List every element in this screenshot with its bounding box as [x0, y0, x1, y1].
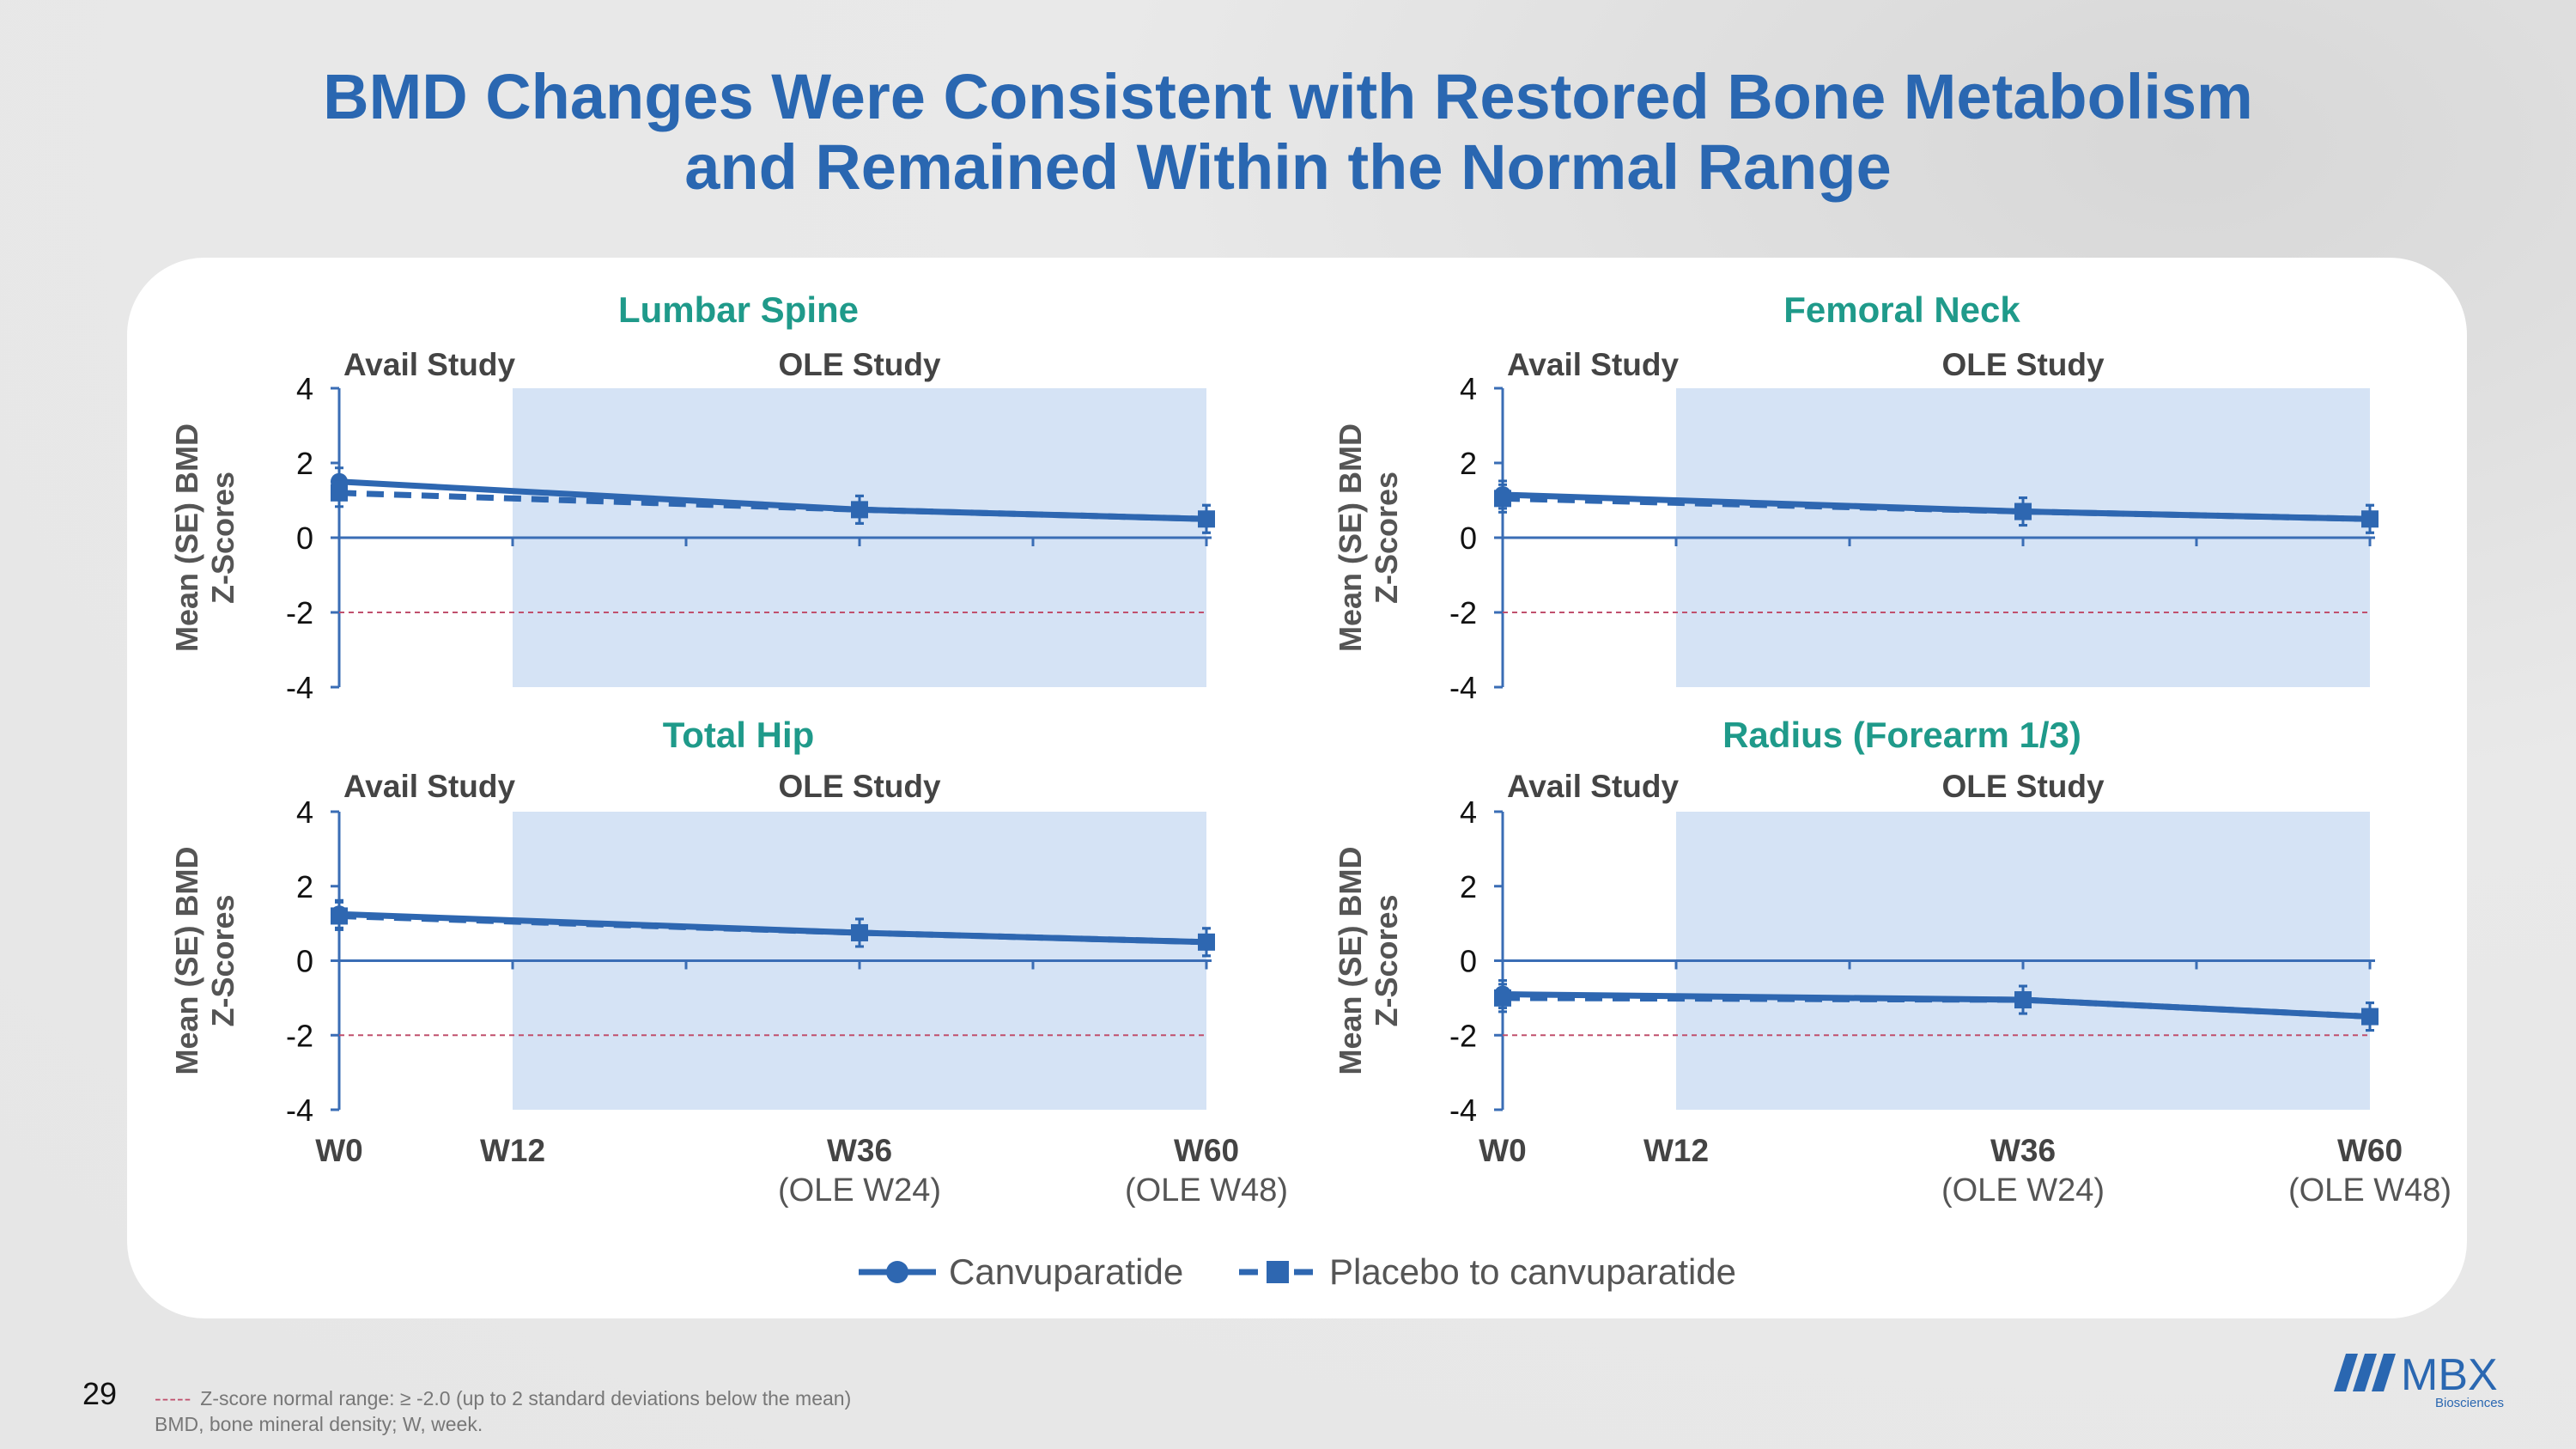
data-point-placebo [2014, 991, 2032, 1009]
region-label-ole: OLE Study [1941, 769, 2105, 804]
panel-title: Radius (Forearm 1/3) [1722, 715, 2081, 755]
title-line-1: BMD Changes Were Consistent with Restore… [323, 61, 2253, 132]
region-label-avail: Avail Study [343, 769, 516, 804]
chart-panel-3: Total Hip Avail Study OLE Study 4 2 0 -2 -4 Mean… [169, 715, 1288, 1209]
y-tick-label: -2 [286, 595, 313, 630]
y-tick-label: 0 [296, 521, 313, 556]
y-axis-title-line-2: Z-Scores [205, 894, 240, 1026]
data-point-placebo [331, 484, 348, 502]
data-point-placebo [2014, 502, 2032, 521]
x-tick-label: W36 [827, 1133, 892, 1168]
y-axis-title-line-2: Z-Scores [205, 472, 240, 604]
legend-marker-canvuparatide [886, 1261, 908, 1283]
legend-marker-placebo [1267, 1261, 1289, 1283]
data-point-placebo [1198, 933, 1215, 951]
x-tick-sublabel: (OLE W48) [1125, 1172, 1288, 1209]
panel-title: Lumbar Spine [618, 289, 859, 330]
x-tick-label: W12 [480, 1133, 545, 1168]
y-axis-title-line-1: Mean (SE) BMD [1333, 423, 1368, 652]
series-line-placebo [1502, 995, 2371, 1020]
data-point-placebo [851, 501, 868, 519]
region-label-ole: OLE Study [1941, 347, 2105, 382]
title-line-2: and Remained Within the Normal Range [684, 131, 1892, 203]
y-tick-label: 4 [1460, 795, 1477, 830]
chart-panel-4: Radius (Forearm 1/3) Avail Study OLE Study… [1333, 715, 2451, 1209]
legend: Canvuparatide Placebo to canvuparatide [859, 1251, 1736, 1292]
series-line-placebo [338, 912, 1207, 946]
x-tick-label: W0 [1479, 1133, 1527, 1168]
footnote-line-2: BMD, bone mineral density; W, week. [155, 1413, 483, 1435]
mbx-logo: MBX Biosciences [2334, 1350, 2504, 1410]
data-point-placebo [851, 923, 868, 941]
y-axis-title: Mean (SE) BMD Z-Scores [1333, 423, 1404, 652]
region-label-avail: Avail Study [1507, 347, 1680, 382]
logo-stripe-3 [2372, 1354, 2396, 1391]
y-tick-label: -4 [1449, 1093, 1477, 1128]
footnote: ----- Z-score normal range: ≥ -2.0 (up to… [155, 1385, 851, 1437]
y-tick-label: -2 [286, 1018, 313, 1053]
y-tick-label: 0 [1460, 521, 1477, 556]
y-tick-label: -4 [286, 670, 313, 705]
y-tick-label: -4 [1449, 670, 1477, 705]
chart-panel-1: Lumbar Spine Avail Study OLE Study 4 2 0 -2 -4 M… [169, 289, 1215, 705]
x-tick-sublabel: (OLE W24) [1941, 1172, 2105, 1209]
y-axis-title-line-1: Mean (SE) BMD [1333, 846, 1368, 1075]
footnote-normal-range: ----- Z-score normal range: ≥ -2.0 (up to… [155, 1385, 851, 1411]
y-tick-label: 4 [1460, 371, 1477, 406]
logo-stripe-2 [2353, 1354, 2377, 1391]
x-tick-label: W36 [1990, 1133, 2056, 1168]
panel-title: Femoral Neck [1783, 289, 2020, 330]
chart-panel-2: Femoral Neck Avail Study OLE Study 4 2 0 -2 -4 M… [1333, 289, 2379, 705]
x-tick-sublabel: (OLE W48) [2288, 1172, 2451, 1209]
y-axis-title-line-1: Mean (SE) BMD [169, 846, 204, 1075]
dashed-line-icon: ----- [155, 1387, 192, 1409]
region-label-avail: Avail Study [343, 347, 516, 382]
x-tick-label: W60 [2337, 1133, 2403, 1168]
y-tick-label: -2 [1449, 595, 1477, 630]
legend-label-placebo: Placebo to canvuparatide [1329, 1251, 1736, 1292]
region-label-ole: OLE Study [778, 769, 941, 804]
page-number: 29 [82, 1376, 118, 1411]
series-line-placebo [1502, 495, 2371, 522]
footnote-line-1: Z-score normal range: ≥ -2.0 (up to 2 st… [200, 1387, 852, 1409]
x-tick-label: W12 [1643, 1133, 1709, 1168]
x-tick-label: W60 [1174, 1133, 1239, 1168]
series-line-placebo [338, 490, 1207, 522]
y-axis-title-line-2: Z-Scores [1369, 894, 1404, 1026]
data-point-placebo [2361, 510, 2379, 528]
region-label-avail: Avail Study [1507, 769, 1680, 804]
data-point-placebo [1198, 510, 1215, 528]
y-tick-label: 0 [296, 944, 313, 979]
y-tick-label: 2 [1460, 869, 1477, 904]
logo-subtext: Biosciences [2435, 1396, 2504, 1410]
y-axis-title-line-1: Mean (SE) BMD [169, 423, 204, 652]
data-point-placebo [1494, 490, 1511, 508]
x-tick-label: W0 [315, 1133, 363, 1168]
y-tick-label: -2 [1449, 1018, 1477, 1053]
y-axis-title-line-2: Z-Scores [1369, 472, 1404, 604]
y-axis-title: Mean (SE) BMD Z-Scores [169, 846, 240, 1075]
y-tick-label: 2 [1460, 446, 1477, 481]
data-point-placebo [331, 907, 348, 925]
data-point-placebo [2361, 1008, 2379, 1026]
y-tick-label: -4 [286, 1093, 313, 1128]
legend-label-canvuparatide: Canvuparatide [949, 1251, 1183, 1292]
y-axis-title: Mean (SE) BMD Z-Scores [169, 423, 240, 652]
y-tick-label: 4 [296, 371, 313, 406]
logo-text: MBX [2401, 1350, 2498, 1400]
y-tick-label: 4 [296, 795, 313, 830]
y-tick-label: 2 [296, 869, 313, 904]
slide-title: BMD Changes Were Consistent with Restore… [0, 62, 2576, 203]
y-tick-label: 0 [1460, 944, 1477, 979]
x-tick-sublabel: (OLE W24) [778, 1172, 941, 1209]
region-label-ole: OLE Study [778, 347, 941, 382]
y-axis-title: Mean (SE) BMD Z-Scores [1333, 846, 1404, 1075]
y-tick-label: 2 [296, 446, 313, 481]
data-point-placebo [1494, 989, 1511, 1007]
panel-title: Total Hip [663, 715, 815, 755]
logo-stripe-1 [2334, 1354, 2358, 1391]
